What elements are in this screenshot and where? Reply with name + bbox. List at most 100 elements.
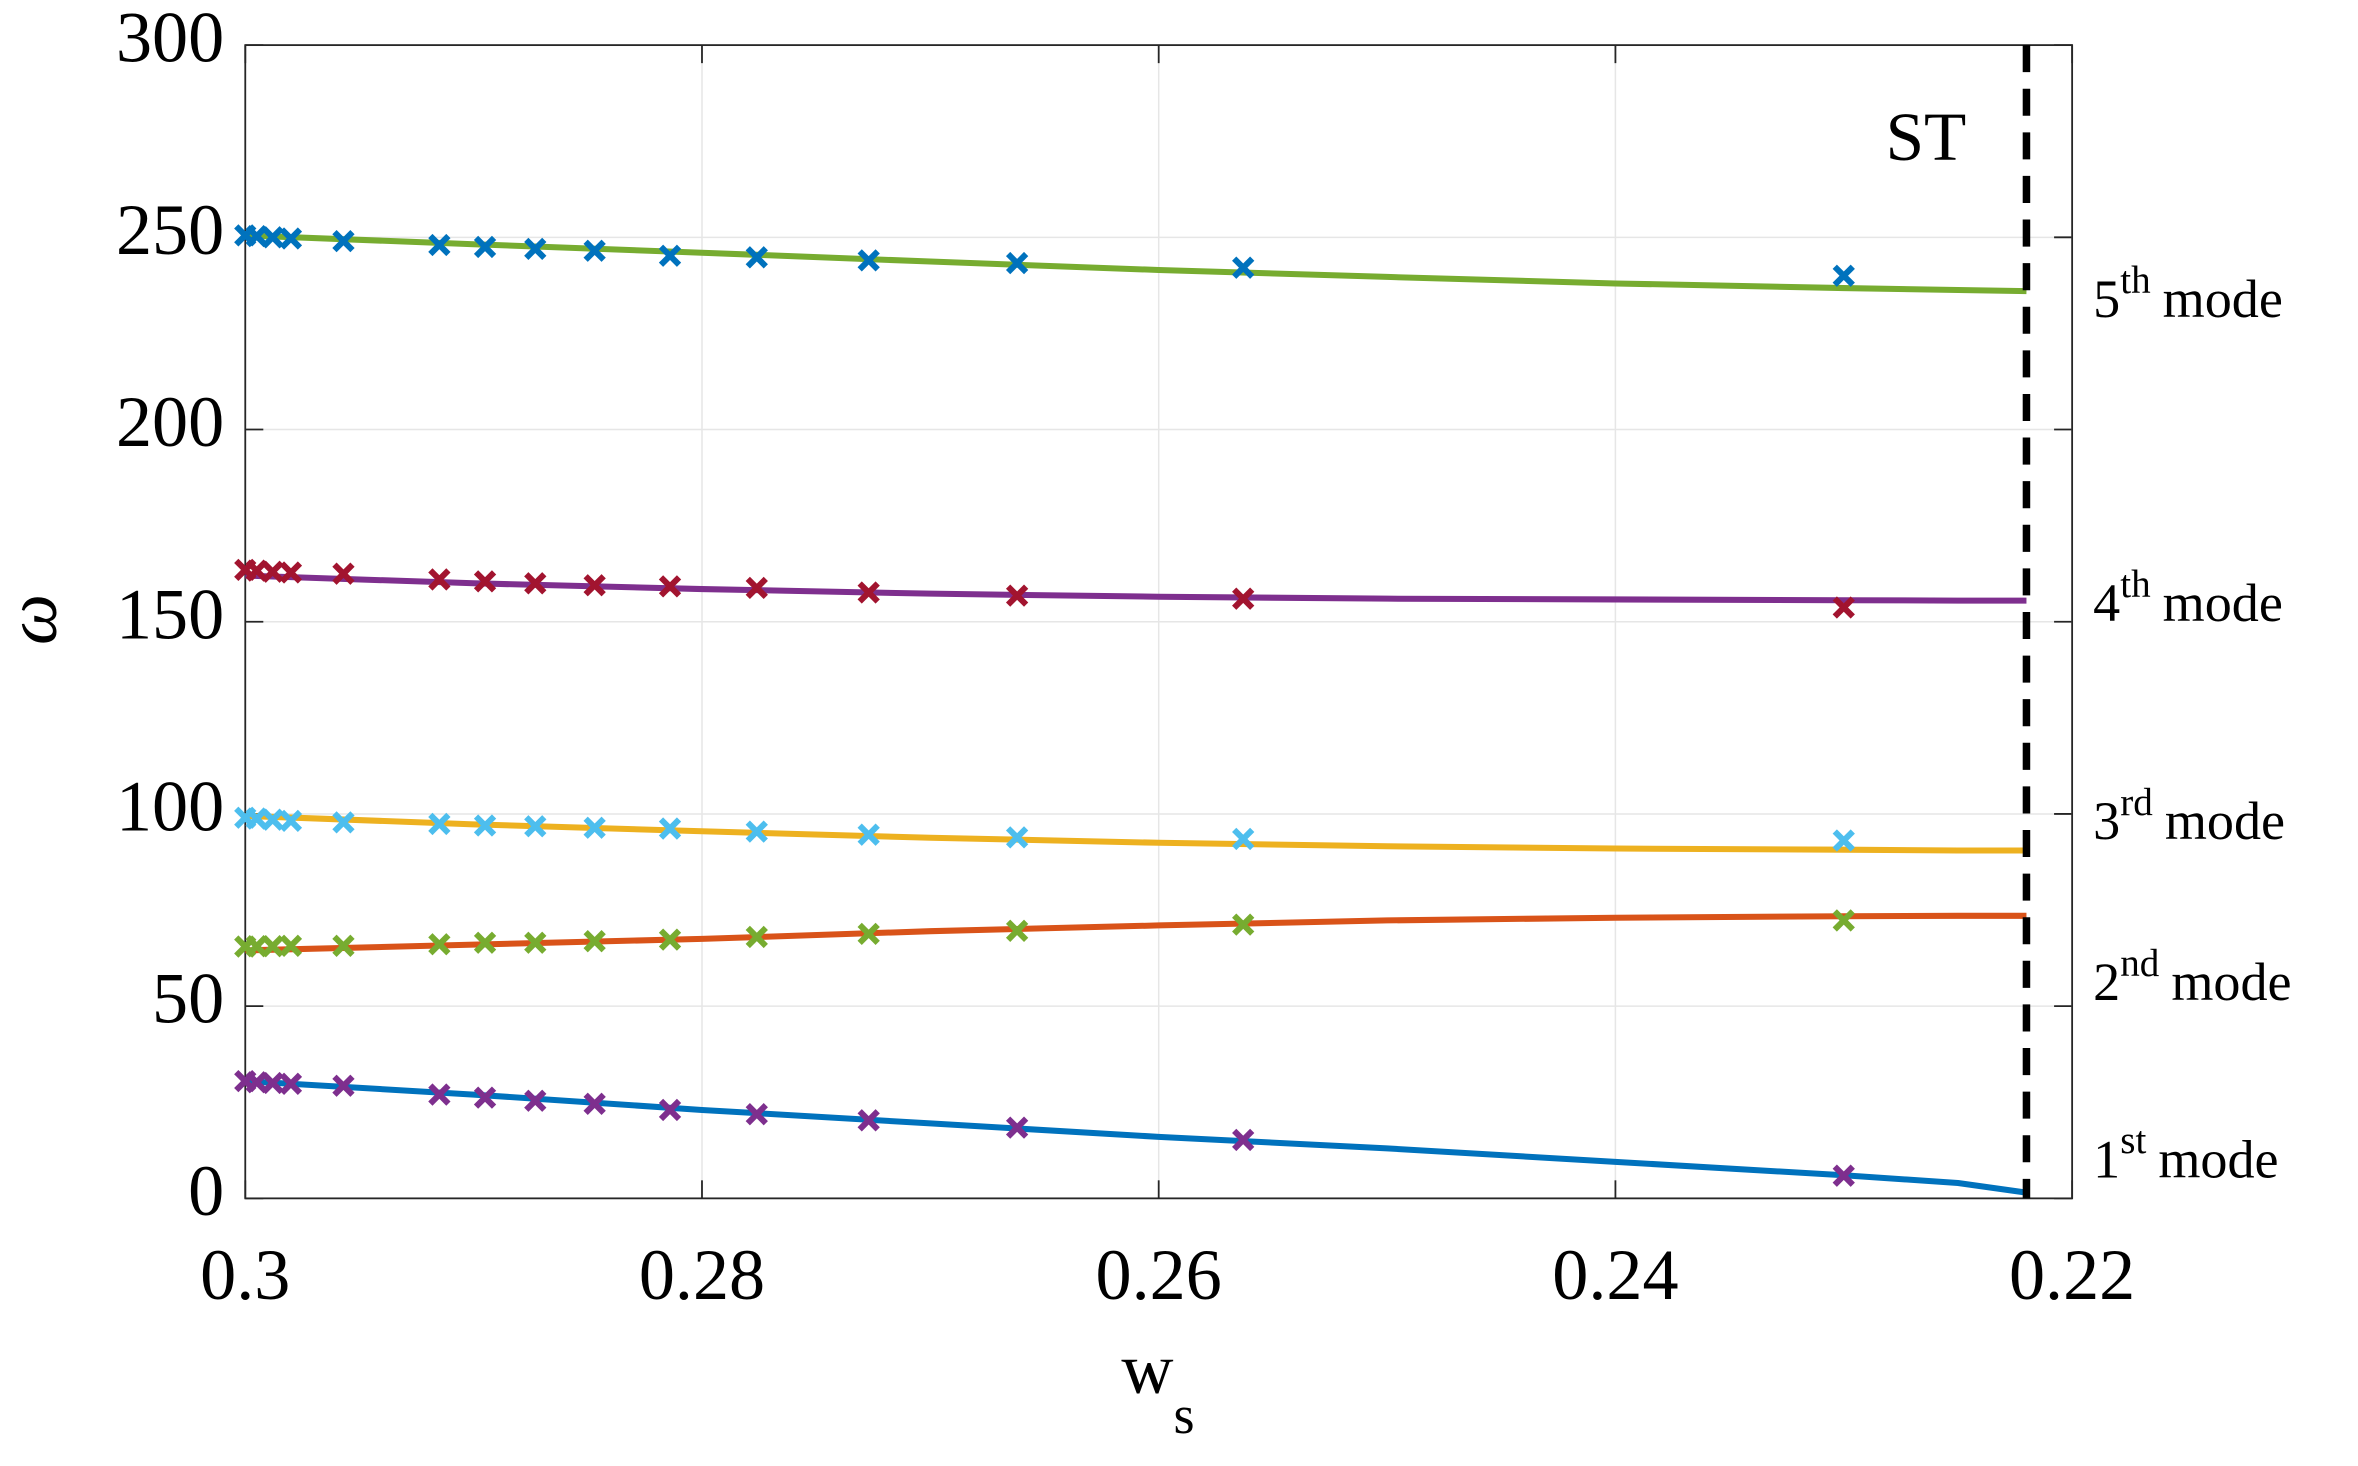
marker [279, 934, 303, 957]
x-tick-label: 0.3 [200, 1235, 290, 1315]
marker [332, 934, 355, 957]
marker [583, 1092, 606, 1115]
mode-label: 4th mode [2093, 563, 2283, 634]
marker [428, 933, 451, 956]
mode-label: 3rd mode [2093, 781, 2285, 852]
y-tick-label: 100 [116, 767, 224, 847]
marker [745, 1103, 768, 1126]
marker [658, 244, 682, 267]
mode-suffix: th [2120, 259, 2151, 302]
fit-line [245, 812, 2027, 854]
marker [1005, 826, 1029, 849]
marker [745, 246, 768, 269]
y-tick-label: 250 [116, 190, 224, 270]
marker [1232, 1128, 1255, 1152]
marker [583, 816, 606, 839]
mode-word: mode [2165, 791, 2285, 851]
fit-line [245, 912, 2027, 954]
marker [1832, 829, 1855, 852]
y-axis-label: ω [0, 594, 72, 645]
mode-word: mode [2171, 952, 2291, 1012]
marker [279, 561, 303, 584]
mode-number: 1 [2093, 1130, 2120, 1190]
x-label-sub: s [1173, 1385, 1194, 1445]
marker [745, 820, 768, 843]
mode-number: 4 [2093, 573, 2120, 633]
mode-suffix: rd [2120, 781, 2153, 824]
marker [473, 814, 497, 837]
marker [658, 575, 682, 598]
marker [1232, 827, 1255, 851]
mode-suffix: nd [2120, 942, 2160, 985]
mode-suffix: th [2120, 563, 2151, 606]
marker [583, 239, 606, 262]
y-tick-label: 50 [152, 959, 224, 1039]
marker [857, 823, 880, 846]
marker [261, 560, 284, 583]
marker [279, 1072, 303, 1095]
marker [857, 922, 880, 946]
mode-label: 5th mode [2093, 259, 2283, 330]
marker [473, 235, 497, 259]
marker [279, 227, 303, 250]
marker [332, 811, 355, 834]
marker [279, 809, 303, 833]
axes-box [244, 44, 2074, 1200]
marker [428, 233, 451, 257]
marker [473, 570, 497, 593]
marker [428, 1083, 451, 1106]
marker [1005, 919, 1029, 942]
mode-word: mode [2163, 270, 2283, 330]
marker [583, 930, 606, 953]
y-tick-label: 200 [116, 382, 224, 462]
marker [745, 576, 768, 600]
mode-word: mode [2158, 1130, 2278, 1190]
y-tick-label: 150 [116, 574, 224, 654]
marker [524, 237, 547, 260]
x-tick-label: 0.24 [1552, 1235, 1678, 1315]
marker [428, 812, 451, 836]
marker [261, 808, 284, 831]
marker [658, 1098, 682, 1122]
marker [473, 1086, 497, 1109]
mode-word: mode [2163, 573, 2283, 633]
mode-suffix: st [2120, 1119, 2146, 1162]
mode-number: 5 [2093, 270, 2120, 330]
marker [524, 815, 547, 838]
marker [857, 581, 880, 604]
marker [857, 1109, 880, 1132]
mode-number: 2 [2093, 952, 2120, 1012]
x-tick-label: 0.28 [639, 1235, 765, 1315]
marker [745, 925, 768, 949]
marker [1832, 1164, 1855, 1187]
marker [1832, 909, 1855, 932]
marker [332, 1074, 355, 1097]
marker [524, 572, 547, 595]
marker [1232, 913, 1255, 936]
y-tick-label: 0 [188, 1151, 224, 1231]
x-axis-label: ws [1121, 1328, 1194, 1445]
fit-line [245, 1078, 2027, 1196]
marker [332, 230, 355, 253]
x-tick-label: 0.26 [1096, 1235, 1222, 1315]
fit-line [245, 232, 2027, 295]
marker [332, 562, 355, 585]
mode-number: 3 [2093, 791, 2120, 851]
marker [524, 1089, 547, 1112]
x-tick-label: 0.22 [2009, 1235, 2135, 1315]
mode-label: 2nd mode [2093, 942, 2291, 1013]
marker [1005, 584, 1029, 607]
marker [1005, 1116, 1029, 1139]
marker [428, 568, 451, 591]
marker [1832, 596, 1855, 619]
marker [658, 928, 682, 951]
marker [261, 935, 284, 958]
marker [1005, 251, 1029, 275]
marker [857, 249, 880, 272]
mode-label: 1st mode [2093, 1119, 2278, 1190]
x-label-main: w [1121, 1328, 1173, 1408]
marker [261, 226, 284, 249]
marker [1232, 587, 1255, 610]
